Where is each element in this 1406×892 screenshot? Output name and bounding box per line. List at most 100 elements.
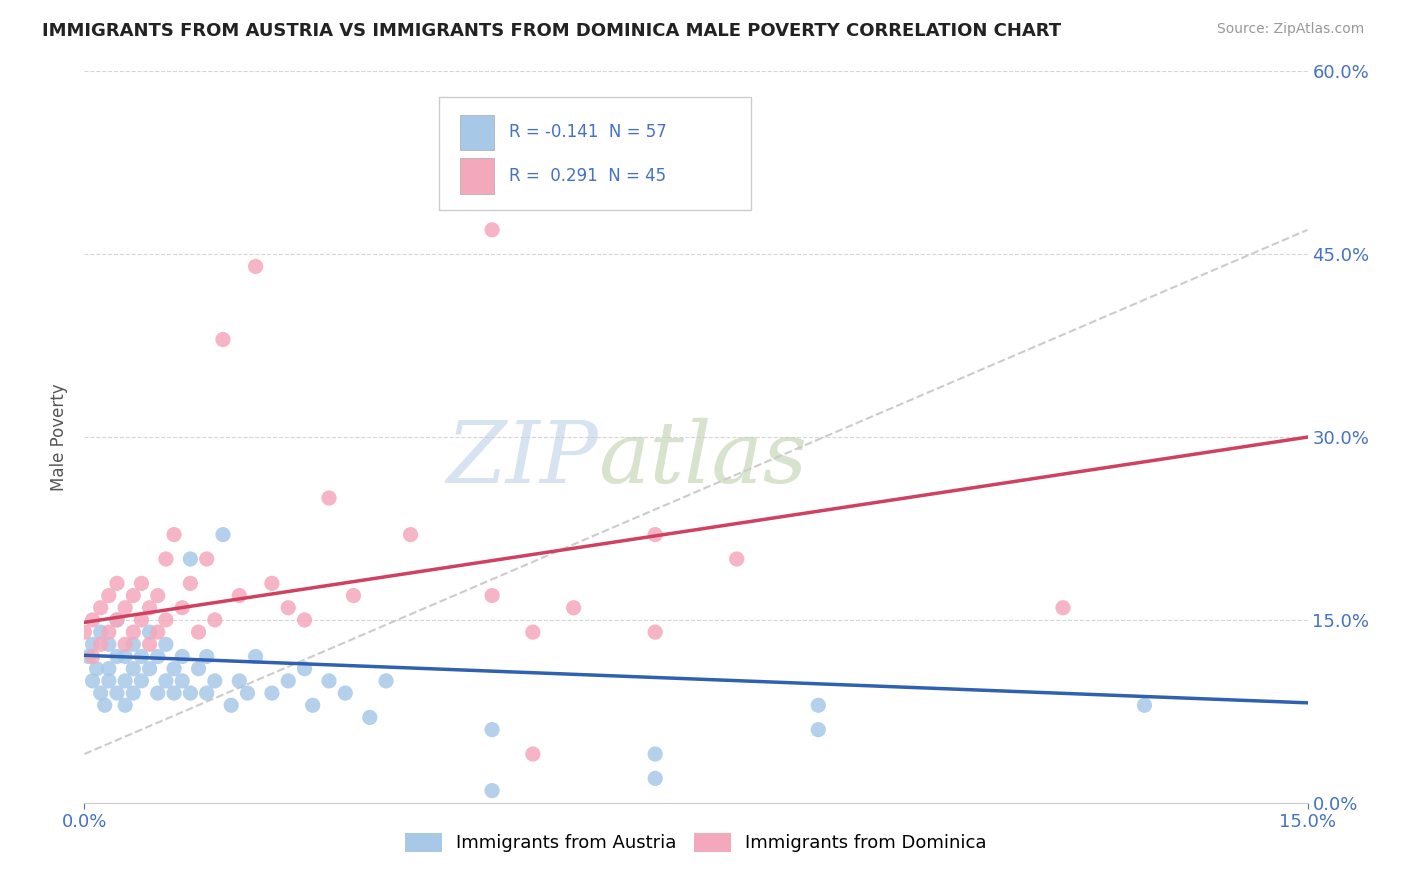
Point — [97, 673, 120, 688]
Point — [204, 613, 226, 627]
Point — [318, 673, 340, 688]
Point — [342, 589, 364, 603]
Text: atlas: atlas — [598, 417, 807, 500]
Point — [172, 600, 194, 615]
Point — [105, 613, 128, 627]
Point — [277, 673, 299, 688]
Point — [335, 686, 357, 700]
Point — [155, 552, 177, 566]
Point — [375, 673, 398, 688]
Point — [228, 589, 250, 603]
Point — [138, 625, 160, 640]
Point — [138, 637, 160, 651]
Point — [146, 649, 169, 664]
Text: IMMIGRANTS FROM AUSTRIA VS IMMIGRANTS FROM DOMINICA MALE POVERTY CORRELATION CHA: IMMIGRANTS FROM AUSTRIA VS IMMIGRANTS FR… — [42, 22, 1062, 40]
Point — [97, 625, 120, 640]
Point — [228, 673, 250, 688]
Y-axis label: Male Poverty: Male Poverty — [51, 384, 69, 491]
Point — [163, 686, 186, 700]
Point — [294, 613, 316, 627]
Point — [155, 637, 177, 651]
Point — [195, 552, 218, 566]
Point — [114, 649, 136, 664]
Point — [725, 552, 748, 566]
Point — [172, 673, 194, 688]
Point — [277, 600, 299, 615]
Text: R =  0.291  N = 45: R = 0.291 N = 45 — [509, 167, 666, 185]
Text: Source: ZipAtlas.com: Source: ZipAtlas.com — [1216, 22, 1364, 37]
Point — [93, 698, 115, 713]
Point — [105, 686, 128, 700]
Point — [172, 649, 194, 664]
Point — [114, 600, 136, 615]
Point — [90, 625, 112, 640]
Point — [245, 260, 267, 274]
Point — [138, 662, 160, 676]
Point — [187, 662, 209, 676]
Point — [1052, 600, 1074, 615]
Point — [97, 662, 120, 676]
Point — [807, 698, 830, 713]
Point — [245, 649, 267, 664]
Point — [481, 723, 503, 737]
Point — [131, 673, 153, 688]
Point — [82, 649, 104, 664]
Point — [146, 589, 169, 603]
Point — [146, 625, 169, 640]
Point — [301, 698, 323, 713]
Point — [212, 333, 235, 347]
Point — [146, 686, 169, 700]
Point — [236, 686, 259, 700]
Text: R = -0.141  N = 57: R = -0.141 N = 57 — [509, 123, 666, 141]
Point — [122, 625, 145, 640]
Point — [481, 589, 503, 603]
Point — [73, 625, 96, 640]
Point — [90, 686, 112, 700]
Point — [644, 527, 666, 541]
Point — [77, 649, 100, 664]
Point — [155, 613, 177, 627]
Point — [131, 613, 153, 627]
Point — [481, 783, 503, 797]
Text: ZIP: ZIP — [446, 417, 598, 500]
Point — [138, 600, 160, 615]
Legend: Immigrants from Austria, Immigrants from Dominica: Immigrants from Austria, Immigrants from… — [398, 826, 994, 860]
Point — [105, 576, 128, 591]
Point — [114, 673, 136, 688]
Point — [122, 686, 145, 700]
Point — [1133, 698, 1156, 713]
Point — [204, 673, 226, 688]
Point — [90, 637, 112, 651]
Point — [97, 637, 120, 651]
Point — [644, 772, 666, 786]
Point — [359, 710, 381, 724]
Point — [807, 723, 830, 737]
Point — [131, 576, 153, 591]
Point — [122, 637, 145, 651]
Point — [163, 662, 186, 676]
Point — [195, 686, 218, 700]
Point — [179, 686, 201, 700]
Point — [644, 625, 666, 640]
Point — [105, 649, 128, 664]
Point — [122, 589, 145, 603]
Point — [82, 673, 104, 688]
Point — [179, 576, 201, 591]
Point — [163, 527, 186, 541]
Point — [131, 649, 153, 664]
Point — [562, 600, 585, 615]
Point — [522, 747, 544, 761]
Bar — [460, 114, 494, 150]
Point — [86, 662, 108, 676]
Point — [82, 637, 104, 651]
Point — [122, 662, 145, 676]
Point — [114, 698, 136, 713]
Point — [195, 649, 218, 664]
Point — [318, 491, 340, 505]
Bar — [460, 159, 494, 194]
Point — [97, 589, 120, 603]
Point — [260, 576, 283, 591]
FancyBboxPatch shape — [439, 97, 751, 211]
Point — [114, 637, 136, 651]
Point — [399, 527, 422, 541]
